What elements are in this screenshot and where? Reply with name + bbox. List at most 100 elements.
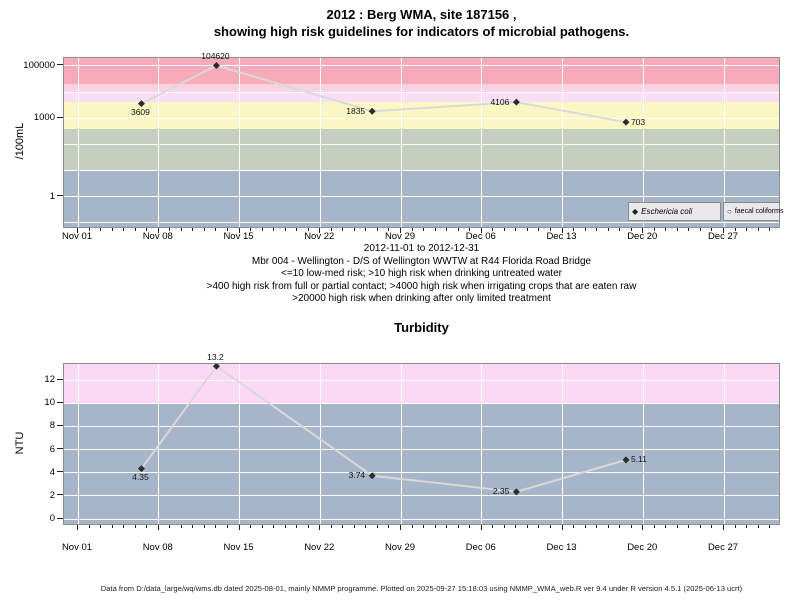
data-point-marker (137, 465, 145, 473)
x-axis-minor-tick (469, 228, 471, 231)
x-axis-minor-tick (746, 228, 748, 231)
x-axis-minor-tick (88, 525, 90, 528)
x-axis-minor-tick (619, 525, 621, 528)
gridline-horizontal (64, 169, 779, 171)
x-tick-label: Nov 08 (142, 231, 173, 242)
y-tick-label: 0 (49, 513, 55, 525)
gridline-horizontal (64, 402, 779, 404)
data-point-label: 4106 (490, 96, 510, 107)
data-point-marker (212, 364, 220, 370)
x-axis-major-tick (319, 525, 321, 530)
x-tick-label: Dec 06 (465, 542, 496, 553)
x-axis-minor-tick (180, 228, 182, 231)
x-axis-minor-tick (676, 228, 678, 231)
x-axis-major-tick (723, 228, 724, 233)
x-axis-minor-tick (226, 525, 228, 528)
x-axis-minor-tick (596, 525, 598, 528)
gridline-horizontal (64, 143, 779, 145)
x-axis-minor-tick (215, 525, 217, 528)
gridline-vertical (642, 58, 644, 227)
x-axis-minor-tick (88, 228, 90, 231)
y-axis-tick (57, 378, 63, 380)
x-axis-major-tick (561, 525, 563, 530)
x-axis-major-tick (480, 228, 482, 233)
gridline-vertical (319, 58, 321, 227)
x-axis-major-tick (238, 525, 240, 530)
x-axis-minor-tick (342, 525, 344, 528)
y-tick-label: 8 (49, 420, 55, 432)
y-tick-label: 1000 (33, 112, 55, 124)
y-axis-label-per-100ml: /100mL (14, 122, 26, 160)
x-axis-minor-tick (434, 525, 436, 528)
y-tick-label: 2 (49, 489, 55, 501)
x-axis-minor-tick (388, 525, 390, 528)
data-point-marker (622, 118, 630, 126)
gridline-vertical (723, 364, 725, 524)
data-point-label: 104620 (201, 51, 230, 62)
y-tick-label: 12 (44, 374, 55, 386)
gridline-vertical (400, 58, 402, 227)
x-axis-major-tick (642, 228, 644, 233)
x-tick-label: Nov 29 (384, 542, 416, 553)
x-axis-minor-tick (699, 228, 701, 231)
site-description: Mbr 004 - Wellington - D/S of Wellington… (251, 256, 592, 267)
gridline-horizontal (64, 449, 779, 451)
x-axis-minor-tick (146, 525, 148, 528)
x-axis-minor-tick (376, 228, 378, 231)
x-axis-minor-tick (653, 228, 655, 231)
gridline-vertical (77, 58, 79, 227)
x-axis-minor-tick (376, 525, 378, 528)
x-axis-minor-tick (573, 525, 575, 528)
x-axis-minor-tick (653, 525, 655, 528)
x-axis-minor-tick (757, 228, 759, 231)
x-tick-label: Nov 29 (384, 231, 416, 242)
x-axis-minor-tick (630, 525, 632, 528)
guideline-note-3: >20000 high risk when drinking after onl… (292, 293, 551, 304)
x-axis-minor-tick (711, 525, 713, 528)
x-tick-label: Dec 13 (546, 231, 577, 242)
x-tick-label: Dec 20 (627, 231, 658, 242)
data-point-marker (368, 472, 376, 480)
x-tick-label: Nov 01 (61, 231, 93, 242)
x-axis-minor-tick (665, 525, 667, 528)
x-axis-minor-tick (192, 228, 194, 231)
data-point-marker (137, 100, 145, 108)
x-axis-minor-tick (203, 525, 205, 528)
x-axis-major-tick (77, 525, 78, 530)
x-axis-minor-tick (584, 525, 586, 528)
gridline-vertical (562, 364, 563, 524)
x-axis-minor-tick (261, 525, 263, 528)
x-axis-minor-tick (226, 228, 228, 231)
x-axis-minor-tick (457, 228, 459, 231)
x-axis-minor-tick (711, 228, 713, 231)
gridline-vertical (239, 364, 240, 524)
x-axis-minor-tick (549, 228, 551, 231)
y-axis-tick (57, 448, 63, 450)
x-tick-label: Nov 22 (304, 542, 335, 553)
x-axis-minor-tick (261, 228, 263, 231)
chart-title-line1: 2012 : Berg WMA, site 187156 , (326, 7, 517, 22)
open-circle-icon (727, 208, 732, 216)
x-axis-minor-tick (688, 525, 690, 528)
x-axis-major-tick (480, 525, 482, 530)
gridline-vertical (319, 364, 321, 524)
x-axis-minor-tick (503, 228, 505, 231)
x-axis-minor-tick (492, 525, 494, 528)
y-tick-label: 100000 (23, 59, 55, 71)
x-tick-label: Dec 06 (465, 231, 496, 242)
x-axis-minor-tick (215, 228, 217, 231)
y-axis-tick (57, 471, 63, 473)
x-axis-minor-tick (665, 228, 667, 231)
data-point-marker (622, 456, 630, 464)
x-axis-major-tick (561, 228, 563, 233)
x-axis-minor-tick (365, 525, 367, 528)
x-axis-minor-tick (457, 525, 459, 528)
y-axis-tick (57, 424, 63, 426)
legend-faecal-coliforms: faecal coliforms (723, 202, 783, 221)
series-line (140, 365, 627, 493)
x-axis-minor-tick (423, 228, 425, 231)
x-axis-minor-tick (296, 525, 298, 528)
turbidity-series-layer (137, 364, 630, 496)
gridline-horizontal (64, 379, 779, 381)
